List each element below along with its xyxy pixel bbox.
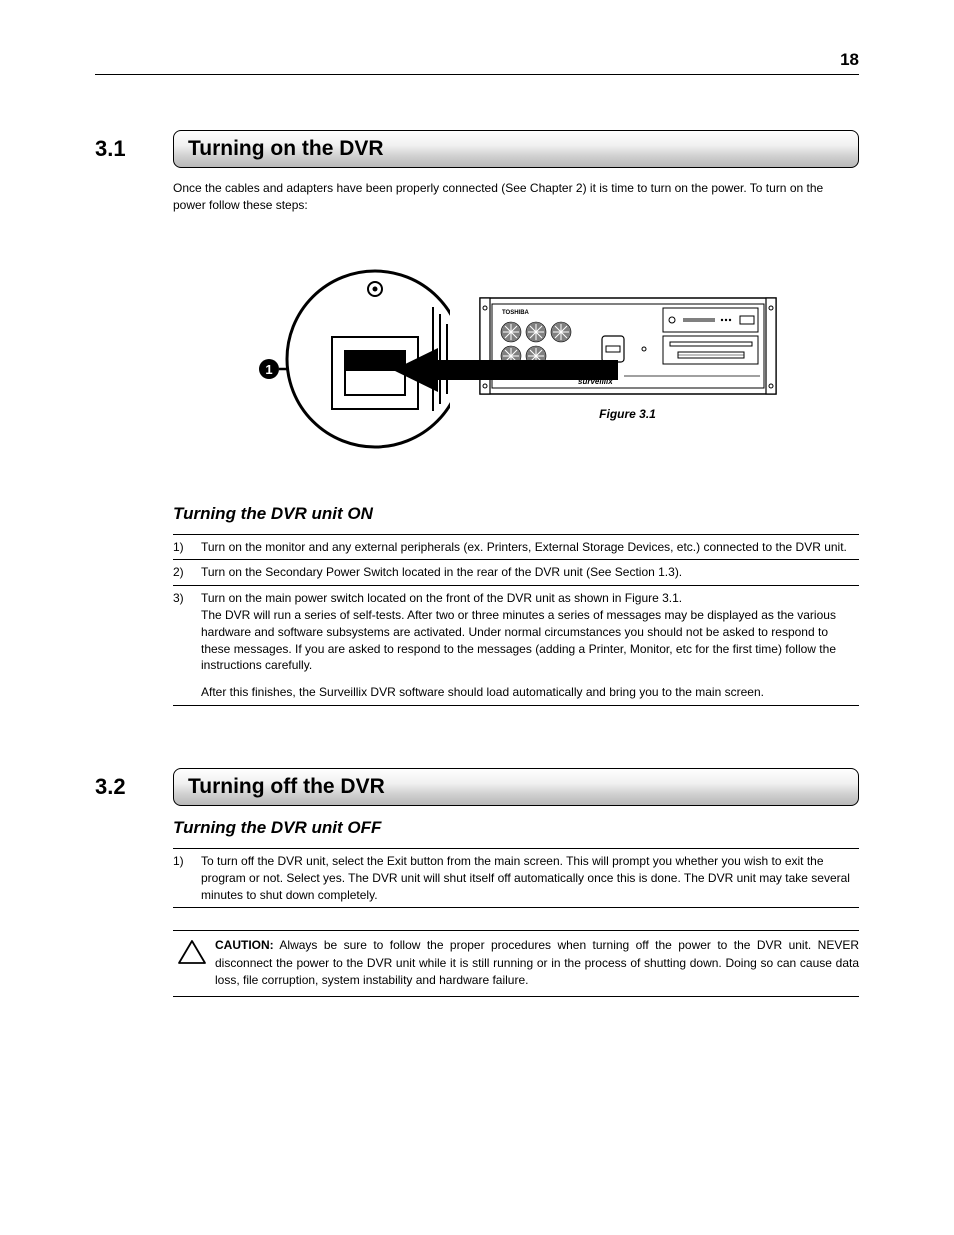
caution-block: CAUTION: Always be sure to follow the pr… <box>173 930 859 996</box>
page-header: 18 <box>95 50 859 75</box>
step-text: Turn on the monitor and any external per… <box>201 534 859 560</box>
caution-label: CAUTION: <box>215 938 274 952</box>
table-row: 3) Turn on the main power switch located… <box>173 586 859 706</box>
svg-text:TOSHIBA: TOSHIBA <box>502 310 530 316</box>
device-panel-stack: TOSHIBA <box>478 296 778 421</box>
section-title-box: Turning on the DVR <box>173 130 859 168</box>
step-text: Turn on the main power switch located on… <box>201 586 859 706</box>
subheading-on: Turning the DVR unit ON <box>173 504 859 524</box>
section-number: 3.1 <box>95 130 173 162</box>
figure-caption: Figure 3.1 <box>599 407 656 421</box>
subheading-off: Turning the DVR unit OFF <box>173 818 859 838</box>
step-text: Turn on the Secondary Power Switch locat… <box>201 560 859 586</box>
figure-3-1: 1 <box>173 259 859 459</box>
step-number: 2) <box>173 560 201 586</box>
step-number: 3) <box>173 586 201 706</box>
section-3-1-body: Once the cables and adapters have been p… <box>173 180 859 706</box>
table-row: 1) To turn off the DVR unit, select the … <box>173 848 859 907</box>
warning-icon <box>173 937 215 970</box>
section-title: Turning off the DVR <box>188 775 844 799</box>
section-3-1-header: 3.1 Turning on the DVR <box>95 130 859 168</box>
table-row: 1) Turn on the monitor and any external … <box>173 534 859 560</box>
step-extra: After this finishes, the Surveillix DVR … <box>201 674 853 701</box>
step-number: 1) <box>173 848 201 907</box>
section-title: Turning on the DVR <box>188 137 844 161</box>
caution-text: CAUTION: Always be sure to follow the pr… <box>215 937 859 989</box>
caution-body: Always be sure to follow the proper proc… <box>215 938 859 987</box>
dvr-front-panel-icon: TOSHIBA <box>478 296 778 416</box>
section-number: 3.2 <box>95 768 173 800</box>
arrow-icon <box>418 370 718 371</box>
step-text: To turn off the DVR unit, select the Exi… <box>201 848 859 907</box>
section-title-box: Turning off the DVR <box>173 768 859 806</box>
steps-table-on: 1) Turn on the monitor and any external … <box>173 534 859 706</box>
step-number: 1) <box>173 534 201 560</box>
steps-table-off: 1) To turn off the DVR unit, select the … <box>173 848 859 908</box>
section-3-2-body: Turning the DVR unit OFF 1) To turn off … <box>173 818 859 997</box>
page-number: 18 <box>840 50 859 69</box>
intro-paragraph: Once the cables and adapters have been p… <box>173 180 859 214</box>
table-row: 2) Turn on the Secondary Power Switch lo… <box>173 560 859 586</box>
callout-marker: 1 <box>265 362 272 377</box>
section-3-2-header: 3.2 Turning off the DVR <box>95 768 859 806</box>
